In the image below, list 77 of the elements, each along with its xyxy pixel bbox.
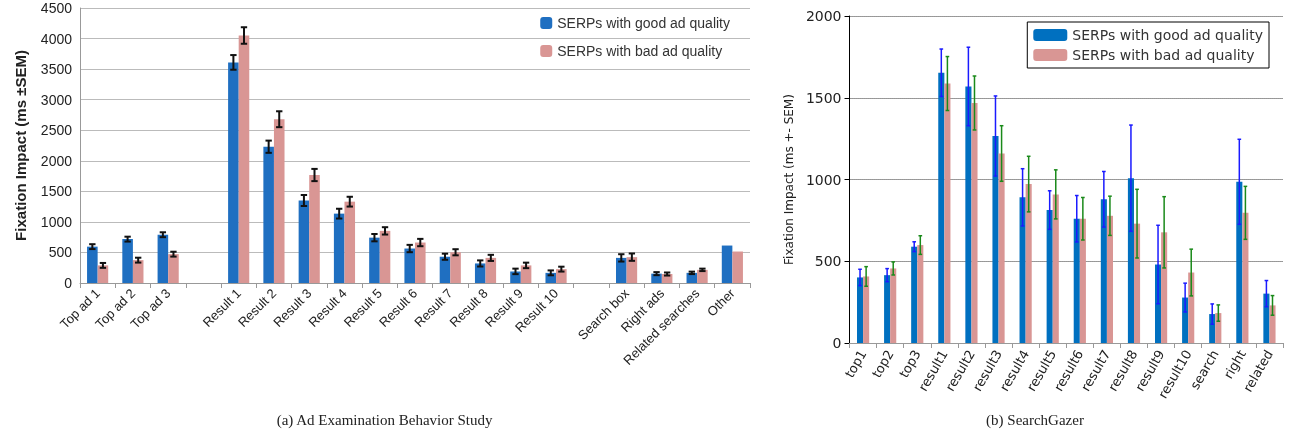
bar — [911, 246, 918, 343]
bar — [697, 269, 708, 283]
bar — [1046, 210, 1053, 343]
bar — [298, 200, 310, 283]
bar — [856, 277, 864, 343]
bar — [1106, 215, 1113, 343]
y-tick-label: 500 — [48, 244, 73, 261]
bar — [938, 72, 945, 343]
y-tick-label: 4500 — [40, 0, 73, 16]
bar — [1019, 197, 1026, 343]
y-axis-title: Fixation Impact (ms ±SEM) — [12, 50, 29, 241]
bar — [450, 252, 461, 283]
bar — [1073, 218, 1080, 343]
bar — [626, 257, 638, 283]
bar — [992, 136, 999, 343]
text: (b) SearchGazer — [986, 411, 1084, 429]
bar — [309, 175, 320, 283]
bar — [87, 246, 98, 283]
text: (a) Ad Examination Behavior Study — [276, 411, 493, 429]
y-tick-label: 3000 — [40, 91, 73, 108]
bar — [369, 237, 380, 283]
bar — [404, 248, 415, 283]
bar — [1269, 305, 1276, 343]
y-tick-label: 4000 — [40, 30, 73, 47]
bar — [732, 251, 743, 283]
bar — [998, 153, 1005, 343]
bar — [263, 146, 274, 283]
y-axis-title: Fixation Impact (ms +- SEM) — [782, 94, 796, 265]
bar — [1242, 212, 1249, 343]
bar — [944, 83, 951, 343]
bar — [520, 265, 532, 283]
bar — [157, 234, 169, 283]
bar — [616, 257, 627, 283]
y-tick-label: 3500 — [40, 61, 73, 78]
y-tick-label: 1000 — [40, 213, 73, 230]
bar — [228, 62, 239, 283]
bar — [884, 275, 891, 343]
y-tick-label: 0 — [64, 275, 73, 291]
y-tick-label: 1000 — [805, 171, 842, 188]
legend-label: SERPs with good ad quality — [557, 15, 730, 31]
y-tick-label: 2000 — [805, 8, 842, 24]
bar — [971, 102, 978, 343]
bar — [1100, 199, 1107, 343]
bar — [721, 245, 733, 283]
y-tick-label: 1500 — [805, 89, 842, 106]
bar — [1236, 181, 1243, 343]
bar — [965, 86, 972, 343]
y-tick-label: 2000 — [40, 152, 73, 169]
legend-label: SERPs with bad ad quality — [557, 43, 723, 59]
legend-label: SERPs with bad ad quality — [1072, 47, 1255, 63]
bar — [1052, 194, 1059, 343]
bar — [168, 254, 179, 283]
bar — [379, 230, 391, 283]
bar — [1161, 232, 1168, 343]
y-tick-label: 0 — [832, 335, 842, 351]
bar — [1025, 184, 1032, 343]
bar — [132, 260, 144, 283]
bar — [122, 239, 133, 283]
bar — [917, 245, 924, 343]
bar — [485, 257, 497, 283]
y-tick-label: 500 — [814, 253, 842, 270]
bar — [439, 256, 451, 283]
bar — [273, 119, 285, 283]
bar — [238, 35, 250, 283]
bar — [474, 263, 486, 283]
bar — [890, 268, 897, 343]
bar — [1215, 313, 1222, 343]
bar — [415, 242, 426, 283]
bar — [97, 265, 109, 283]
bar — [863, 276, 870, 343]
legend-label: SERPs with good ad quality — [1072, 27, 1263, 43]
bar — [333, 213, 345, 283]
y-tick-label: 1500 — [40, 183, 73, 200]
bar — [1263, 293, 1270, 343]
y-tick-label: 2500 — [40, 122, 73, 139]
bar — [1079, 218, 1086, 343]
bar — [344, 201, 356, 283]
